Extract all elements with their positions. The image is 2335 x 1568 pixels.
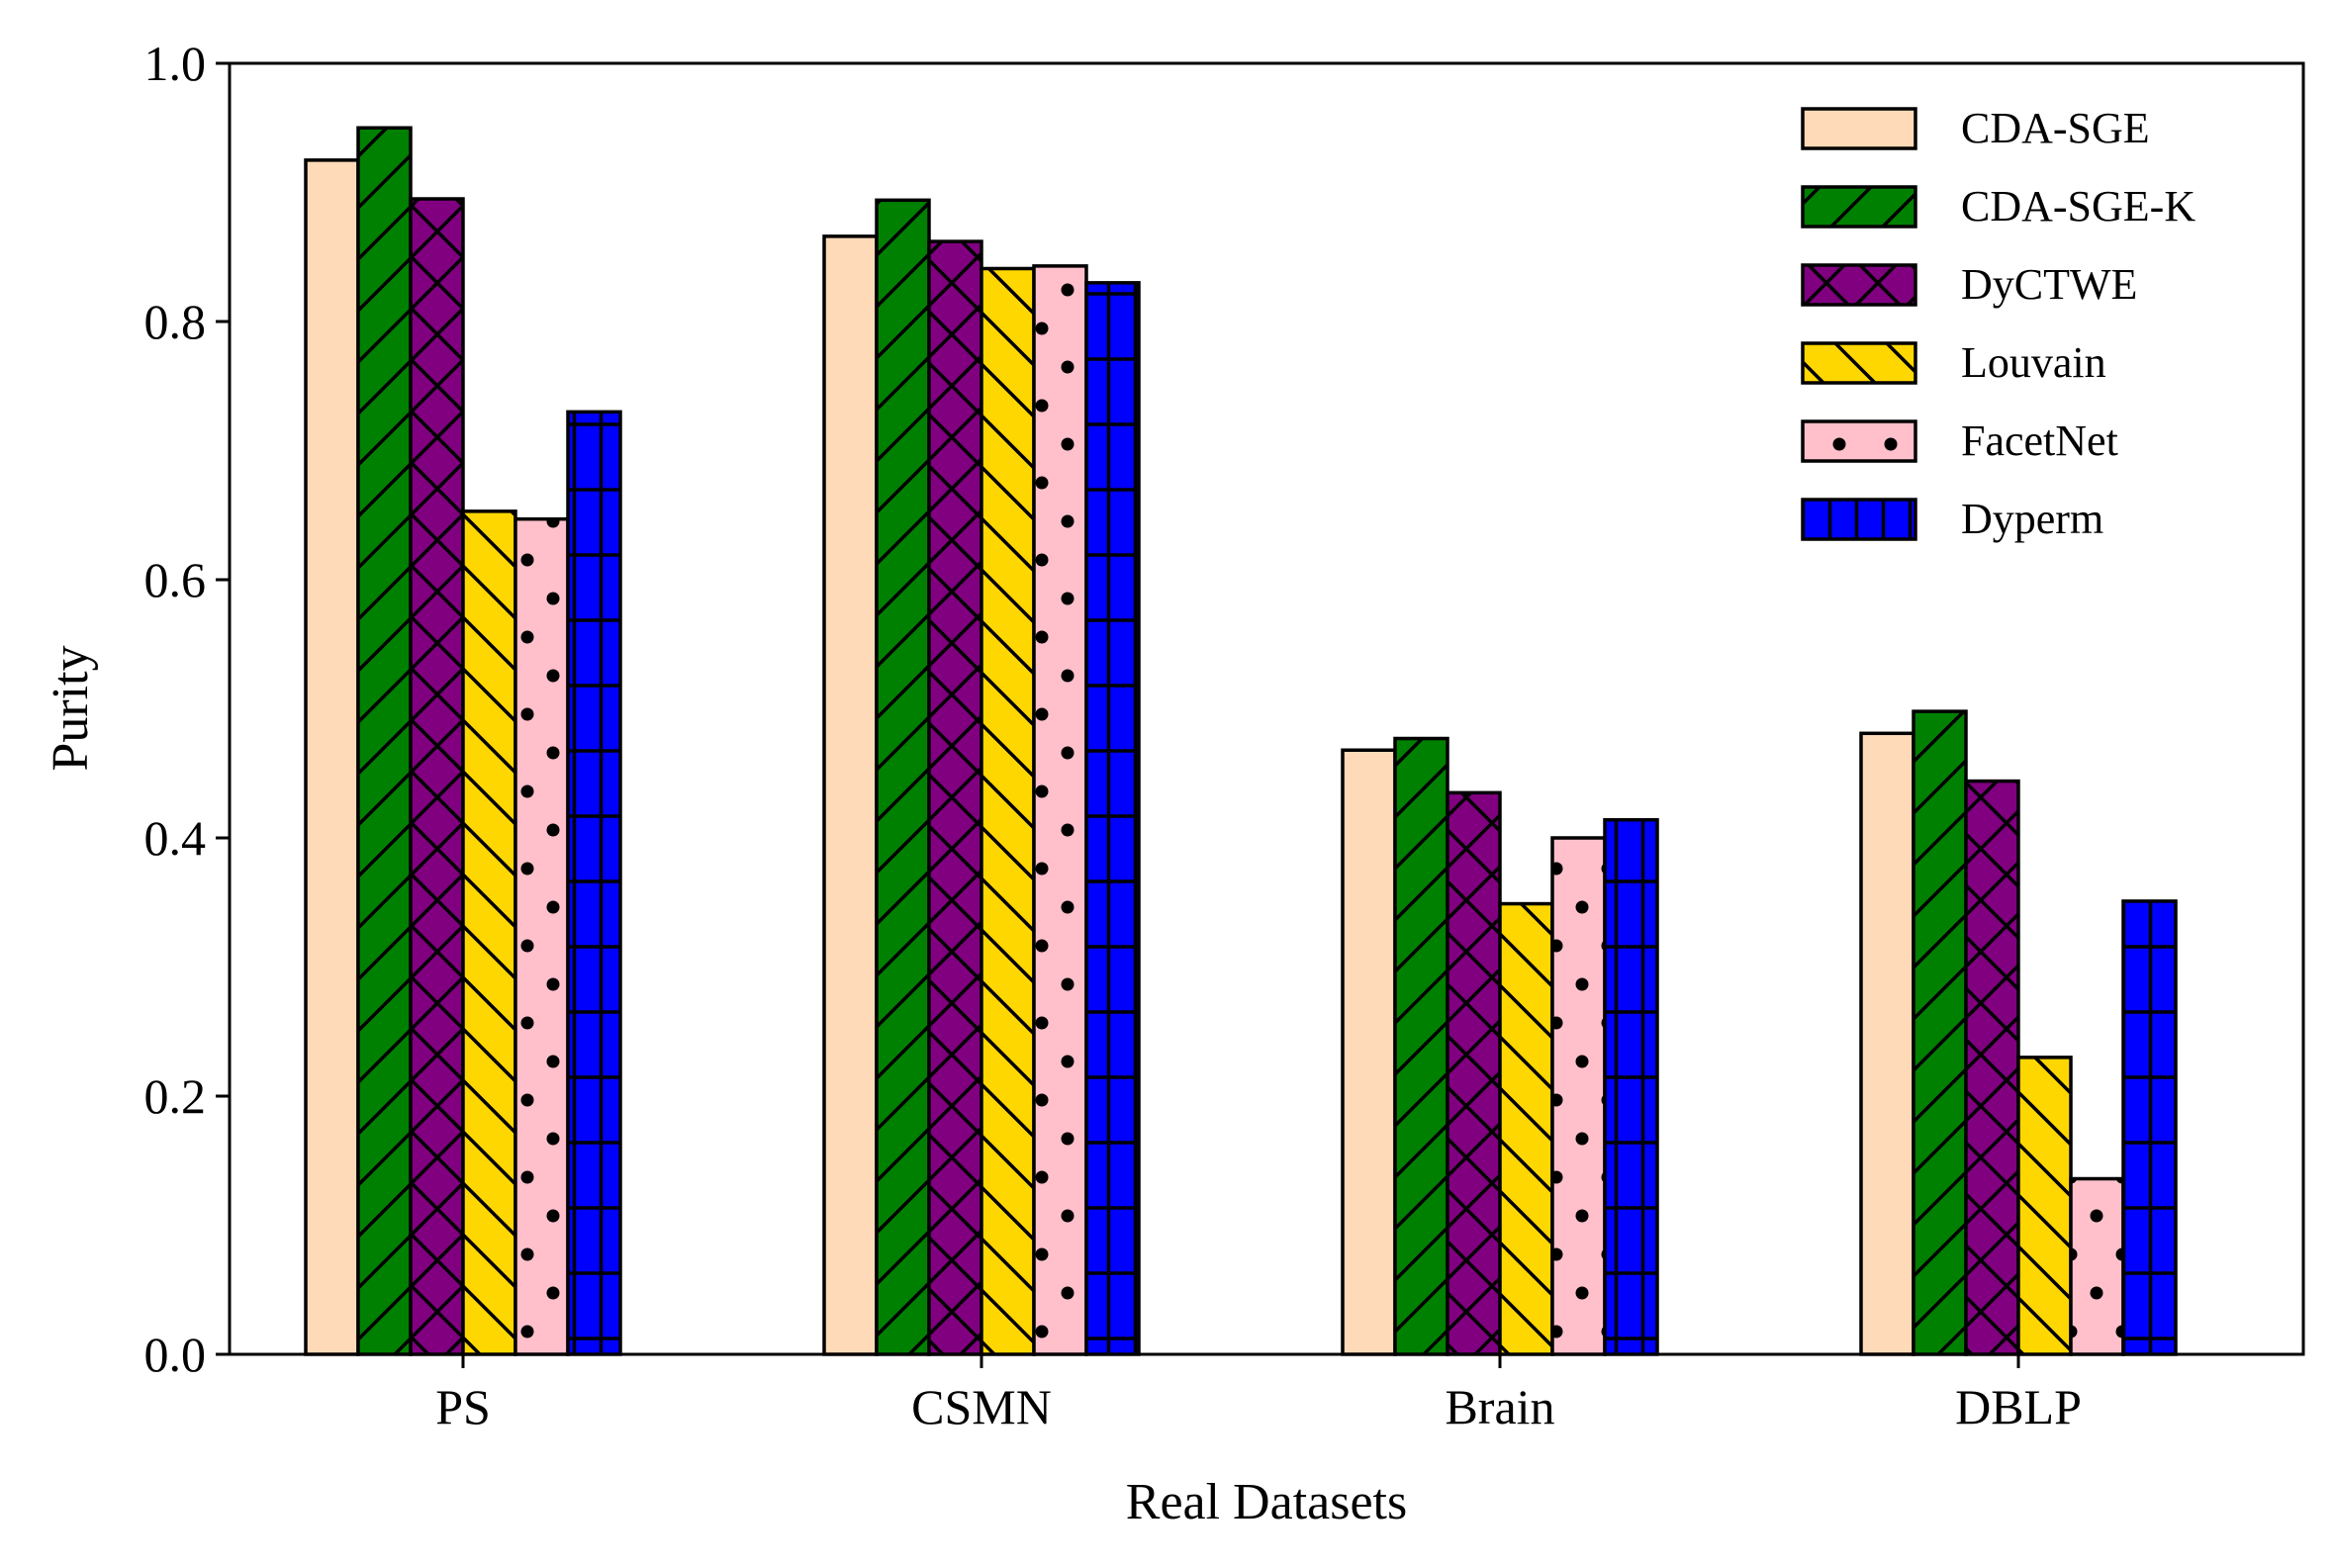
bar-dyperm-csmn bbox=[1084, 281, 1141, 1356]
plot-frame bbox=[228, 61, 2305, 1356]
bar-dyctwe-brain bbox=[1446, 790, 1502, 1356]
bar-cda-sge-csmn bbox=[822, 234, 879, 1356]
legend-item-cda-sge: CDA-SGE bbox=[1801, 104, 2150, 152]
legend-item-louvain: Louvain bbox=[1801, 338, 2106, 387]
legend-label: CDA-SGE bbox=[1961, 104, 2150, 152]
x-tick-label-csmn: CSMN bbox=[911, 1379, 1052, 1434]
x-tick-label-ps: PS bbox=[435, 1379, 491, 1434]
bar-louvain-dblp bbox=[2016, 1056, 2073, 1356]
y-tick-label: 0.0 bbox=[144, 1327, 207, 1382]
bar-dyctwe-ps bbox=[409, 197, 465, 1356]
legend-label: Dyperm bbox=[1961, 495, 2103, 543]
bar-louvain-csmn bbox=[980, 266, 1036, 1356]
bar-cda-sge-k-brain bbox=[1393, 736, 1449, 1356]
bar-dyctwe-dblp bbox=[1964, 779, 2020, 1356]
bar-cda-sge-k-ps bbox=[356, 126, 413, 1356]
y-tick-label: 0.6 bbox=[144, 552, 207, 607]
legend-item-cda-sge-k: CDA-SGE-K bbox=[1801, 182, 2195, 231]
legend-label: CDA-SGE-K bbox=[1961, 182, 2195, 231]
legend-item-dyperm: Dyperm bbox=[1801, 495, 2103, 543]
bar-dyperm-dblp bbox=[2121, 899, 2178, 1356]
legend-item-dyctwe: DyCTWE bbox=[1801, 260, 2137, 309]
bar-louvain-brain bbox=[1498, 901, 1554, 1356]
legend-label: Louvain bbox=[1961, 338, 2106, 387]
x-axis: PS CSMN Brain DBLP bbox=[435, 1354, 2082, 1434]
bar-facetnet-ps bbox=[514, 516, 570, 1356]
y-tick-label: 0.8 bbox=[144, 294, 207, 349]
bar-cda-sge-k-dblp bbox=[1912, 709, 1968, 1356]
y-axis-label: Purity bbox=[43, 645, 99, 771]
x-tick-label-dblp: DBLP bbox=[1955, 1379, 2082, 1434]
bar-dyperm-brain bbox=[1603, 817, 1659, 1356]
bar-facetnet-csmn bbox=[1032, 264, 1088, 1356]
legend: CDA-SGE CDA-SGE-K DyCTWE Louvain FacetNet Dyp… bbox=[1801, 104, 2195, 543]
bars-layer bbox=[304, 126, 2178, 1356]
x-tick-label-brain: Brain bbox=[1445, 1379, 1554, 1434]
y-tick-label: 1.0 bbox=[144, 36, 207, 91]
y-axis: 0.0 0.2 0.4 0.6 0.8 1.0 bbox=[144, 36, 230, 1382]
legend-label: DyCTWE bbox=[1961, 260, 2137, 309]
bar-facetnet-dblp bbox=[2069, 1176, 2125, 1356]
bar-dyctwe-csmn bbox=[927, 239, 983, 1356]
y-tick-label: 0.2 bbox=[144, 1068, 207, 1124]
bar-cda-sge-brain bbox=[1341, 748, 1397, 1356]
legend-item-facetnet: FacetNet bbox=[1801, 416, 2118, 465]
bar-cda-sge-ps bbox=[304, 158, 360, 1356]
x-axis-label: Real Datasets bbox=[1126, 1474, 1407, 1530]
legend-label: FacetNet bbox=[1961, 416, 2118, 465]
y-tick-label: 0.4 bbox=[144, 810, 207, 866]
bar-facetnet-brain bbox=[1550, 836, 1607, 1356]
bar-louvain-ps bbox=[461, 509, 517, 1356]
bar-cda-sge-dblp bbox=[1859, 731, 1915, 1356]
bar-dyperm-ps bbox=[566, 410, 622, 1356]
bar-cda-sge-k-csmn bbox=[875, 198, 931, 1356]
